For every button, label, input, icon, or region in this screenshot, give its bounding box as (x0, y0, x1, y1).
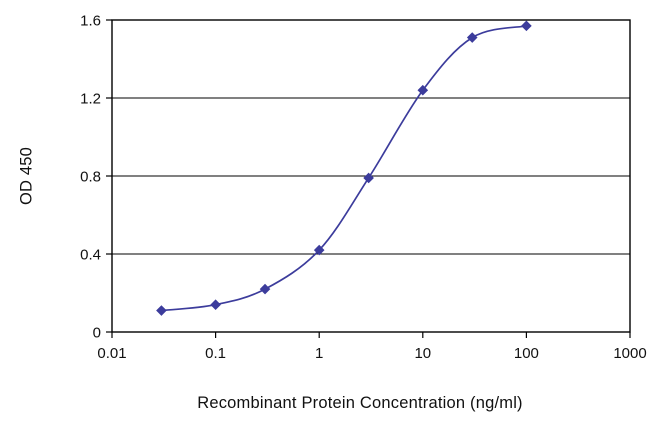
y-tick-label: 0.8 (80, 169, 101, 186)
x-tick-label: 1 (315, 345, 323, 362)
y-axis-label: OD 450 (17, 146, 36, 206)
plot-frame (111, 19, 631, 333)
y-tick-label: 1.2 (80, 91, 101, 108)
data-series-line (161, 25, 527, 312)
x-axis-label: Recombinant Protein Concentration (ng/ml… (197, 394, 523, 412)
data-point-marker (313, 244, 325, 256)
x-tick-label: 0.01 (97, 345, 126, 362)
data-point-marker (417, 84, 429, 96)
y-tick-label: 0 (93, 325, 101, 342)
data-point-marker (466, 32, 478, 43)
data-point-marker (363, 172, 374, 184)
x-tick-label: 10 (414, 345, 431, 362)
x-tick-label: 0.1 (205, 345, 226, 362)
data-point-marker (259, 283, 271, 295)
data-point-marker (210, 299, 221, 311)
x-tick-label: 1000 (613, 345, 646, 362)
y-tick-label: 1.6 (80, 13, 101, 30)
x-tick-label: 100 (514, 345, 539, 362)
data-point-marker (521, 20, 532, 32)
data-point-marker (156, 305, 167, 316)
y-tick-label: 0.4 (80, 247, 101, 264)
